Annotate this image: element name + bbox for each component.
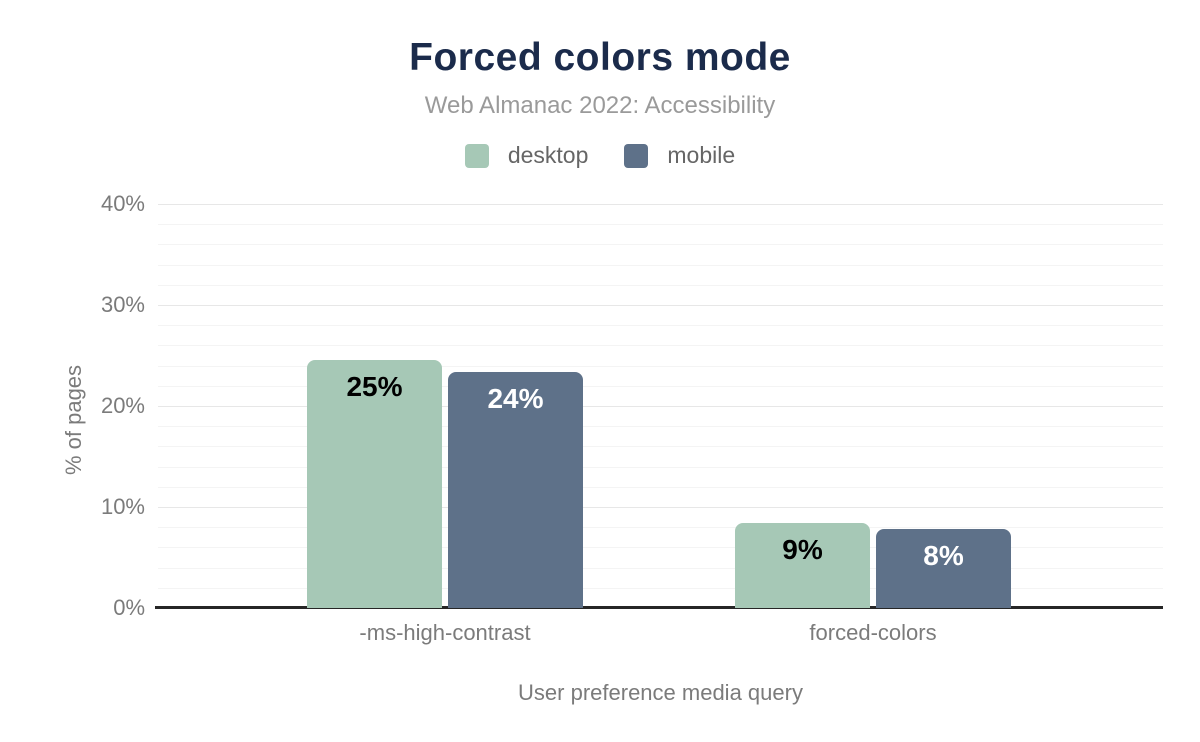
gridline: [158, 264, 1163, 266]
x-axis-line: [155, 606, 1163, 609]
legend-swatch-desktop-icon: [464, 143, 489, 168]
legend-item-mobile[interactable]: mobile: [624, 142, 735, 169]
gridline: [158, 507, 1163, 508]
bar-value-label: 25%: [346, 371, 403, 402]
bar-mobile--ms-high-contrast[interactable]: 24%: [448, 372, 583, 608]
bar-value-label: 8%: [923, 540, 964, 571]
gridline: [158, 486, 1163, 488]
bar-desktop--ms-high-contrast[interactable]: 25%: [307, 360, 442, 608]
y-axis-tick-labels: 0% 10% 20% 30% 40%: [0, 191, 145, 620]
gridline: [158, 224, 1163, 226]
y-tick-label: 20%: [100, 393, 145, 418]
legend-label-mobile: mobile: [667, 142, 736, 168]
gridline: [158, 385, 1163, 387]
y-tick-label: 30%: [100, 292, 145, 317]
y-tick-label: 10%: [100, 494, 145, 519]
x-axis-title: User preference media query: [518, 680, 803, 705]
gridline: [158, 587, 1163, 589]
y-tick-label: 40%: [100, 191, 145, 216]
legend-item-desktop[interactable]: desktop: [464, 142, 589, 169]
legend-swatch-mobile-icon: [624, 143, 649, 168]
gridline: [158, 305, 1163, 306]
legend: desktop mobile: [0, 142, 1200, 169]
gridline: [158, 345, 1163, 347]
legend-label-desktop: desktop: [507, 142, 589, 168]
bar-value-label: 9%: [782, 534, 823, 565]
bar-value-label: 24%: [487, 383, 544, 414]
gridline: [158, 426, 1163, 428]
gridline: [158, 547, 1163, 549]
gridline: [158, 567, 1163, 569]
gridline: [158, 204, 1163, 205]
gridline: [158, 284, 1163, 286]
y-tick-label: 0%: [113, 595, 145, 620]
x-tick-label: forced-colors: [809, 620, 937, 645]
gridline: [158, 527, 1163, 529]
gridline: [158, 325, 1163, 327]
chart-subtitle: Web Almanac 2022: Accessibility: [424, 92, 776, 119]
chart-title: Forced colors mode: [409, 36, 791, 79]
bar-desktop-forced-colors[interactable]: 9%: [735, 523, 870, 608]
bar-mobile-forced-colors[interactable]: 8%: [876, 529, 1011, 608]
gridline: [158, 365, 1163, 367]
gridline: [158, 244, 1163, 246]
x-tick-label: -ms-high-contrast: [359, 620, 531, 645]
gridline: [158, 446, 1163, 448]
gridline: [158, 406, 1163, 407]
y-axis-title: % of pages: [61, 364, 86, 476]
plot-area: 25% 9% 24% 8% -ms-high-contrast forced-colors: [155, 204, 1163, 645]
gridline: [158, 466, 1163, 468]
